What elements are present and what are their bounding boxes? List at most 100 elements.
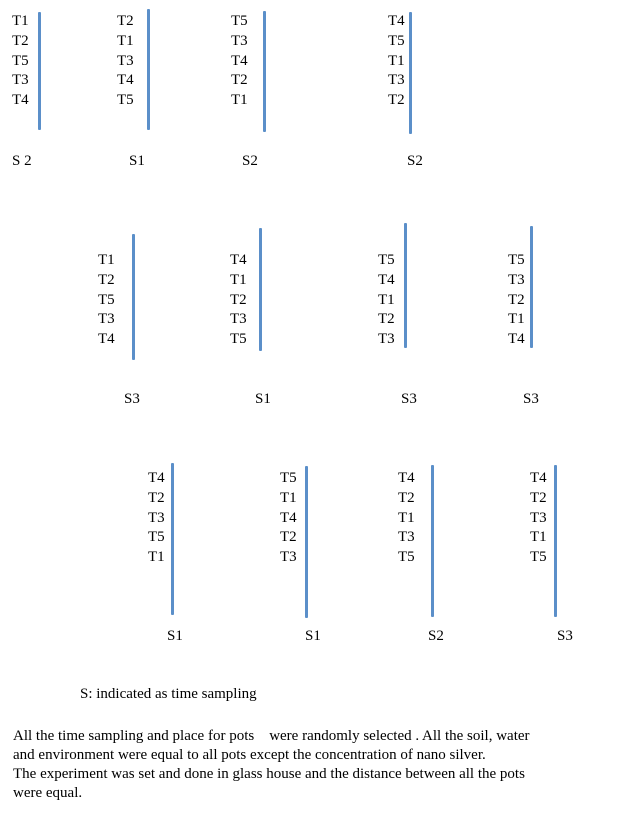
treatment-label: T3 — [508, 271, 525, 288]
treatment-label: T1 — [231, 92, 248, 109]
treatment-label: T3 — [117, 52, 134, 69]
pot-divider-line — [38, 12, 41, 130]
time-sample-label: S1 — [167, 628, 183, 644]
pot-divider-line — [132, 234, 135, 360]
pot-divider-line — [305, 466, 308, 618]
treatment-label: T2 — [148, 489, 165, 506]
treatment-list: T2 T1 T3 T4 T5 — [117, 12, 134, 111]
treatment-label: T4 — [230, 252, 247, 268]
notes-line-3: The experiment was set and done in glass… — [13, 766, 525, 782]
treatment-label: T1 — [388, 52, 405, 69]
pot-divider-line — [554, 465, 557, 617]
treatment-label: T3 — [12, 72, 29, 89]
time-sample-label: S2 — [242, 153, 258, 169]
treatment-label: T2 — [117, 13, 134, 29]
treatment-label: T2 — [378, 311, 395, 328]
treatment-label: T4 — [378, 271, 395, 288]
treatment-label: T1 — [280, 489, 297, 506]
treatment-label: T4 — [508, 331, 525, 348]
pot-divider-line — [409, 12, 412, 134]
legend-text: S: indicated as time sampling — [80, 686, 257, 702]
treatment-label: T4 — [280, 509, 297, 526]
pot-divider-line — [171, 463, 174, 615]
notes-line-2: and environment were equal to all pots e… — [13, 747, 486, 763]
treatment-label: T1 — [378, 291, 395, 308]
treatment-label: T2 — [12, 32, 29, 49]
treatment-label: T1 — [530, 529, 547, 546]
pot-divider-line — [530, 226, 533, 348]
treatment-label: T3 — [398, 529, 415, 546]
treatment-list: T4 T5 T1 T3 T2 — [388, 12, 405, 111]
treatment-list: T5 T4 T1 T2 T3 — [378, 251, 395, 350]
treatment-label: T3 — [98, 311, 115, 328]
treatment-label: T2 — [98, 271, 115, 288]
treatment-label: T3 — [230, 311, 247, 328]
treatment-label: T1 — [398, 509, 415, 526]
treatment-label: T4 — [117, 72, 134, 89]
treatment-label: T4 — [148, 470, 165, 486]
treatment-list: T1 T2 T5 T3 T4 — [98, 251, 115, 350]
treatment-label: T3 — [378, 331, 395, 348]
time-sample-label: S1 — [255, 391, 271, 407]
time-sample-label: S2 — [428, 628, 444, 644]
treatment-label: T3 — [530, 509, 547, 526]
treatment-label: T2 — [508, 291, 525, 308]
treatment-label: T5 — [530, 549, 547, 566]
time-sample-label: S 2 — [12, 153, 32, 169]
treatment-label: T4 — [530, 470, 547, 486]
treatment-label: T3 — [280, 549, 297, 566]
treatment-label: T4 — [12, 92, 29, 109]
treatment-list: T5 T1 T4 T2 T3 — [280, 469, 297, 568]
treatment-list: T1 T2 T5 T3 T4 — [12, 12, 29, 111]
notes-line-4: were equal. — [13, 785, 83, 801]
treatment-label: T1 — [117, 32, 134, 49]
notes-line-1: All the time sampling and place for pots… — [13, 728, 530, 744]
treatment-label: T4 — [98, 331, 115, 348]
time-sample-label: S3 — [401, 391, 417, 407]
treatment-label: T1 — [98, 252, 115, 268]
treatment-label: T2 — [231, 72, 248, 89]
treatment-label: T1 — [12, 13, 29, 29]
time-sample-label: S1 — [129, 153, 145, 169]
treatment-list: T4 T2 T1 T3 T5 — [398, 469, 415, 568]
treatment-label: T5 — [148, 529, 165, 546]
treatment-list: T4 T2 T3 T5 T1 — [148, 469, 165, 568]
treatment-label: T5 — [508, 252, 525, 268]
treatment-list: T5 T3 T2 T1 T4 — [508, 251, 525, 350]
treatment-list: T5 T3 T4 T2 T1 — [231, 12, 248, 111]
treatment-label: T2 — [530, 489, 547, 506]
treatment-label: T5 — [388, 32, 405, 49]
treatment-label: T5 — [98, 291, 115, 308]
time-sample-label: S3 — [523, 391, 539, 407]
time-sample-label: S3 — [124, 391, 140, 407]
treatment-label: T3 — [231, 32, 248, 49]
treatment-label: T4 — [231, 52, 248, 69]
pot-divider-line — [147, 9, 150, 130]
treatment-label: T5 — [117, 92, 134, 109]
treatment-label: T5 — [398, 549, 415, 566]
time-sample-label: S2 — [407, 153, 423, 169]
treatment-label: T2 — [388, 92, 405, 109]
treatment-label: T4 — [388, 13, 405, 29]
experiment-notes: All the time sampling and place for pots… — [13, 727, 613, 803]
treatment-label: T1 — [148, 549, 165, 566]
treatment-list: T4 T1 T2 T3 T5 — [230, 251, 247, 350]
treatment-label: T5 — [230, 331, 247, 348]
treatment-list: T4 T2 T3 T1 T5 — [530, 469, 547, 568]
time-sample-label: S1 — [305, 628, 321, 644]
treatment-label: T5 — [280, 470, 297, 486]
treatment-label: T5 — [378, 252, 395, 268]
treatment-label: T2 — [398, 489, 415, 506]
treatment-label: T1 — [230, 271, 247, 288]
treatment-label: T1 — [508, 311, 525, 328]
treatment-label: T3 — [388, 72, 405, 89]
treatment-label: T5 — [231, 13, 248, 29]
time-sample-label: S3 — [557, 628, 573, 644]
pot-divider-line — [263, 11, 266, 132]
treatment-label: T2 — [280, 529, 297, 546]
pot-divider-line — [404, 223, 407, 348]
pot-divider-line — [259, 228, 262, 351]
treatment-label: T4 — [398, 470, 415, 486]
treatment-label: T5 — [12, 52, 29, 69]
